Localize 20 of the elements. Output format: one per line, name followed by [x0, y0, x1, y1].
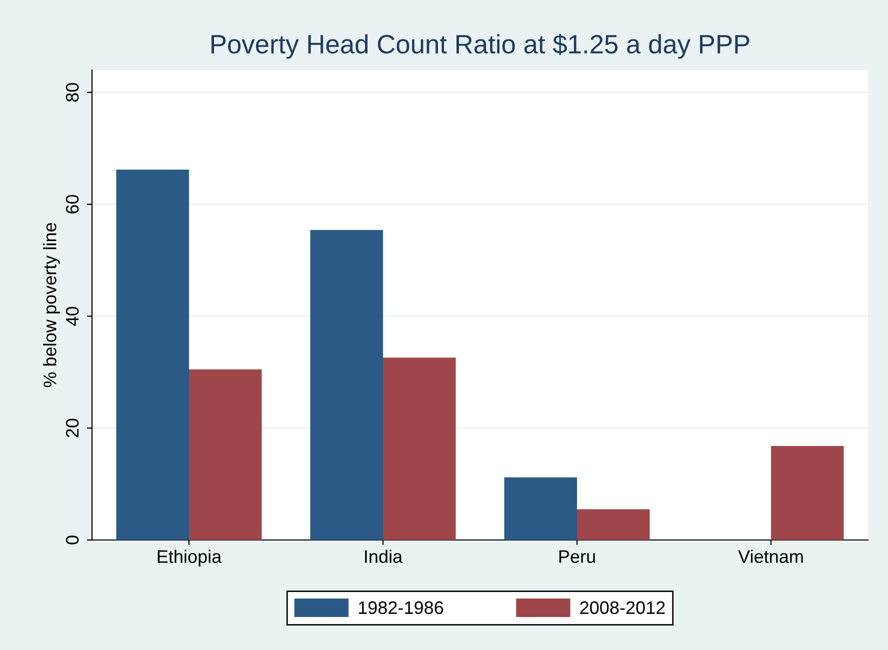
bar: [310, 230, 383, 540]
bar: [383, 358, 456, 540]
bar: [577, 509, 650, 540]
y-axis-title: % below poverty line: [43, 223, 60, 388]
y-tick-label: 80: [66, 83, 79, 102]
y-tick-label: 0: [66, 536, 79, 544]
y-tick-label: 20: [66, 418, 79, 438]
bar: [116, 170, 189, 540]
legend-label: 1982-1986: [358, 601, 444, 614]
y-tick-label: 60: [66, 194, 79, 214]
chart-title: Poverty Head Count Ratio at $1.25 a day PPP: [212, 34, 750, 59]
x-tick-label: Vietnam: [738, 550, 803, 563]
bar: [189, 369, 262, 540]
legend-label: 2008-2012: [580, 601, 665, 614]
bar: [504, 477, 577, 540]
x-tick-label: Ethiopia: [158, 550, 222, 567]
x-tick-label: Peru: [559, 550, 595, 563]
y-tick-label: 40: [66, 306, 79, 326]
bar: [771, 446, 844, 540]
x-tick-label: India: [365, 550, 403, 563]
